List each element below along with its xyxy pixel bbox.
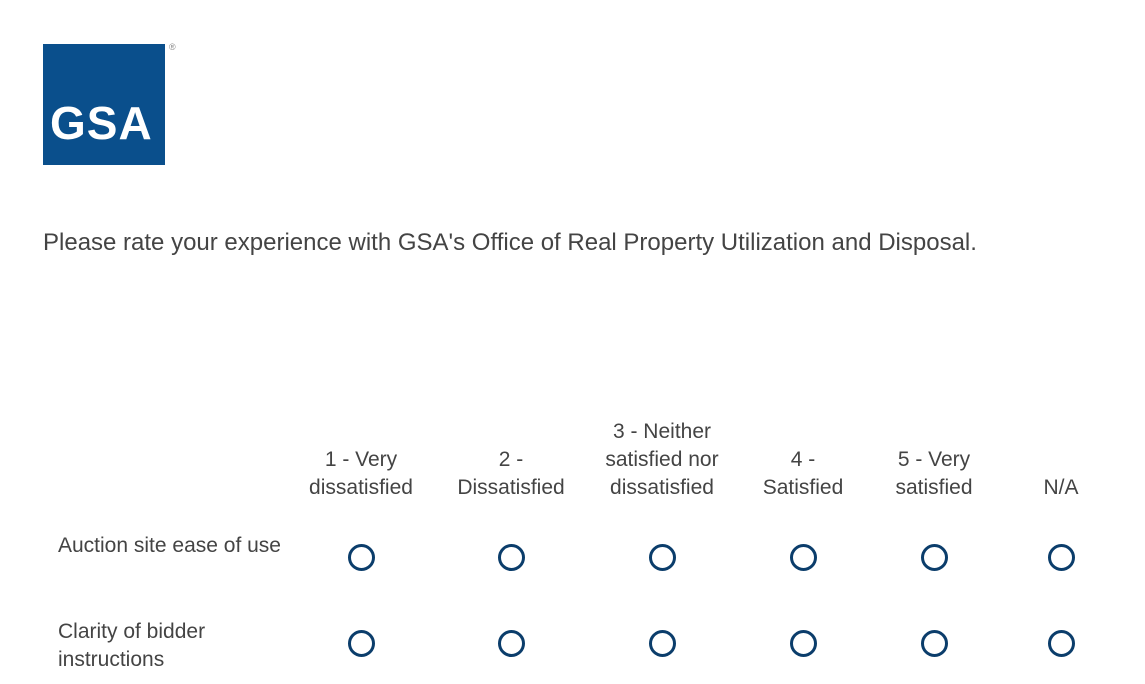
radio-row2-col1[interactable] [348, 630, 375, 657]
radio-row1-col5[interactable] [921, 544, 948, 571]
radio-row2-col2[interactable] [498, 630, 525, 657]
column-header-2: 2 - Dissatisfied [457, 448, 565, 499]
radio-row2-col5[interactable] [921, 630, 948, 657]
radio-row1-col3[interactable] [649, 544, 676, 571]
radio-row1-col6[interactable] [1048, 544, 1075, 571]
radio-row1-col1[interactable] [348, 544, 375, 571]
column-header-1: 1 - Very dissatisfied [309, 448, 413, 499]
row-label-ease-of-use: Auction site ease of use [58, 534, 281, 557]
column-header-na: N/A [1043, 476, 1079, 499]
gsa-logo: GSA [43, 44, 165, 165]
radio-row1-col4[interactable] [790, 544, 817, 571]
logo-text: GSA [50, 97, 153, 149]
question-text: Please rate your experience with GSA's O… [43, 229, 977, 256]
column-header-4: 4 - Satisfied [762, 448, 844, 499]
radio-row2-col3[interactable] [649, 630, 676, 657]
column-header-5: 5 - Very satisfied [895, 448, 973, 499]
row-label-clarity: Clarity of bidder instructions [58, 620, 206, 671]
column-header-3: 3 - Neither satisfied nor dissatisfied [605, 420, 719, 499]
radio-row2-col4[interactable] [790, 630, 817, 657]
registered-mark: ® [169, 42, 176, 52]
radio-row2-col6[interactable] [1048, 630, 1075, 657]
radio-row1-col2[interactable] [498, 544, 525, 571]
